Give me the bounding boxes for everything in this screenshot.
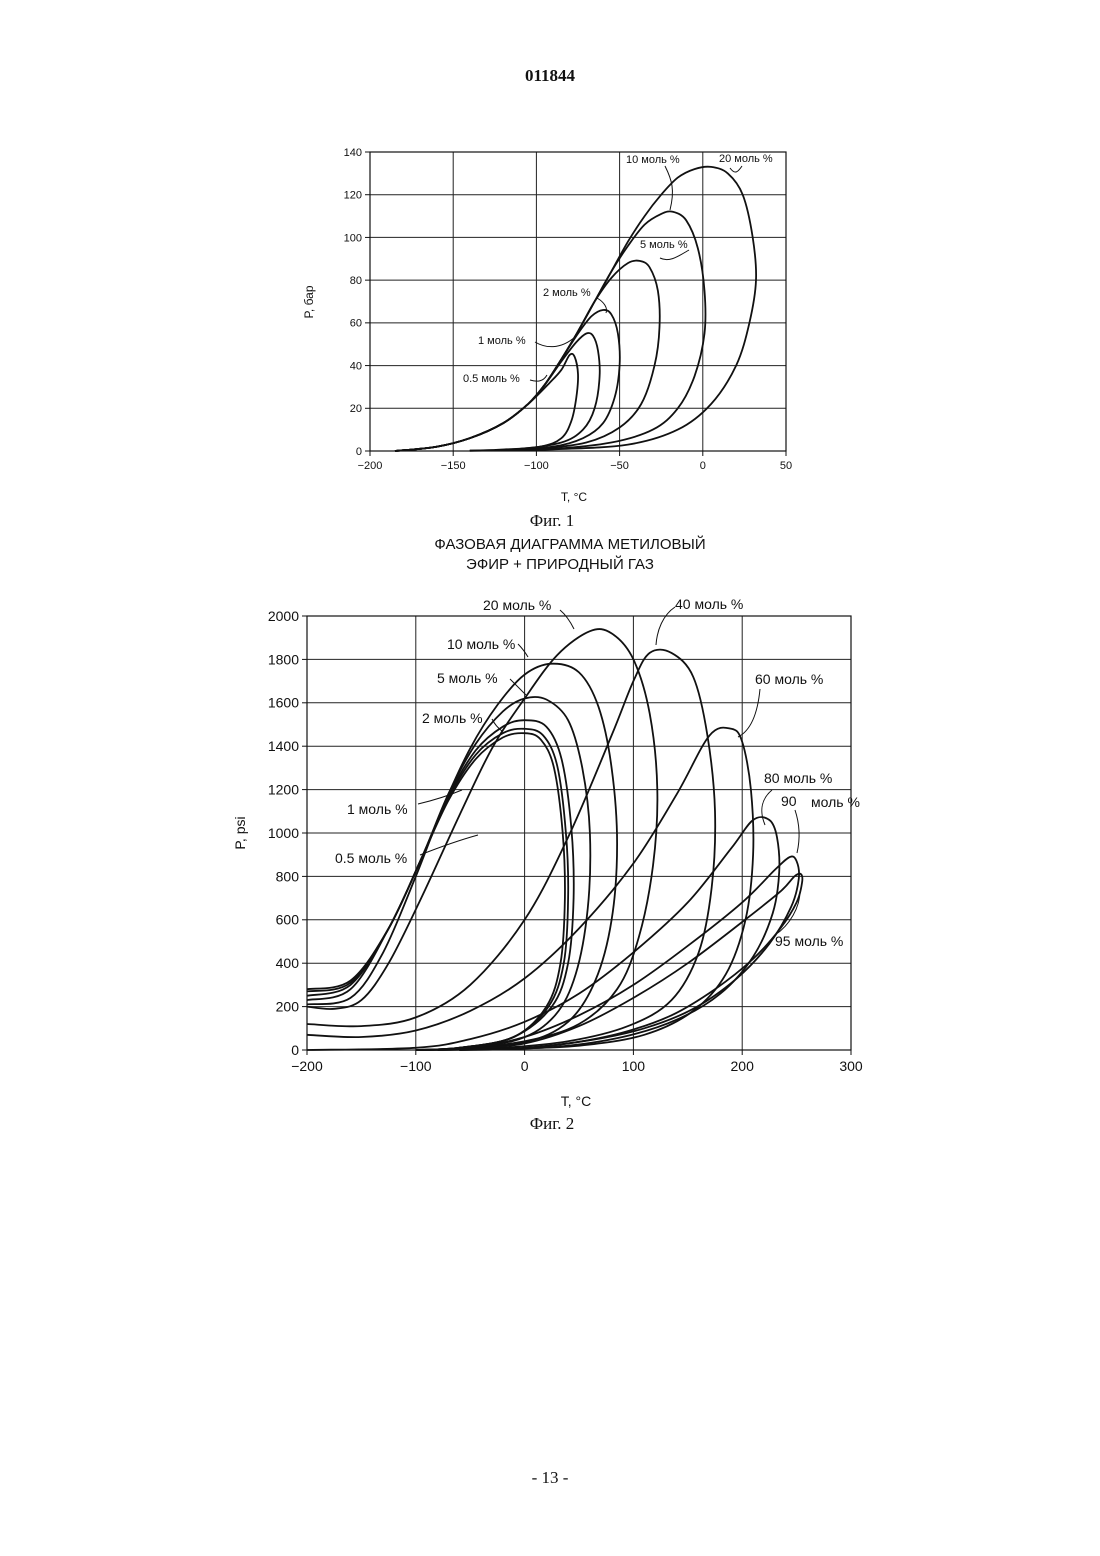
fig2-y-tick-label: 2000 — [268, 608, 299, 624]
fig2-series-line-1 — [307, 733, 565, 1050]
fig2-x-tick-label: 0 — [521, 1058, 529, 1074]
fig2-annotation-90-unit: моль % — [811, 794, 860, 810]
fig1-y-tick-label: 20 — [350, 403, 362, 415]
fig2-annotation-60: 60 моль % — [755, 671, 823, 687]
fig2-annotation-80: 80 моль % — [764, 770, 832, 786]
fig1-ticks: −200 −150 −100 −50 0 50 0 20 40 60 80 100 120 140 — [344, 147, 792, 472]
fig2-annotation-40: 40 моль % — [675, 596, 743, 612]
fig2-x-axis-label: T, °C — [561, 1093, 592, 1109]
fig1-axis-frame — [370, 152, 786, 451]
fig2-y-tick-label: 1200 — [268, 782, 299, 798]
fig1-series-line-1 — [395, 354, 578, 451]
fig2-y-axis-label: P, psi — [232, 816, 248, 849]
figure-2-chart: −200 −100 0 100 200 300 0 200 400 600 800 1000 1200 1… — [0, 585, 1100, 1115]
fig1-y-tick-label: 40 — [350, 360, 362, 372]
fig1-annotation-1: 1 моль % — [478, 335, 526, 347]
fig1-annotation-20: 20 моль % — [719, 153, 773, 165]
fig2-series-line-8 — [307, 728, 753, 1050]
fig1-x-axis-label: T, °C — [561, 490, 587, 504]
fig2-series-line-6 — [307, 629, 657, 1050]
fig1-gridlines — [370, 152, 786, 451]
fig1-x-tick-label: −150 — [441, 460, 466, 472]
fig2-y-tick-label: 1000 — [268, 825, 299, 841]
fig1-annotation-0-5: 0.5 моль % — [463, 373, 520, 385]
fig1-plot-frame — [370, 152, 786, 451]
fig1-x-tick-label: −100 — [524, 460, 549, 472]
fig2-y-tick-label: 600 — [276, 912, 300, 928]
page-number: - 13 - — [0, 1468, 1100, 1488]
fig1-x-tick-label: 50 — [780, 460, 792, 472]
figure-1-chart: −200 −150 −100 −50 0 50 0 20 40 60 80 100 120 140 P, … — [0, 130, 1100, 510]
fig1-annotation-10: 10 моль % — [626, 154, 680, 166]
fig2-y-tick-label: 0 — [291, 1042, 299, 1058]
fig2-series-line-2 — [307, 729, 568, 1050]
fig1-y-tick-label: 120 — [344, 190, 362, 202]
fig1-x-tick-label: −50 — [610, 460, 629, 472]
figure-1-caption: Фиг. 1 — [2, 511, 1100, 531]
fig1-series-line-2 — [395, 333, 600, 451]
figure-2-caption: Фиг. 2 — [2, 1114, 1100, 1134]
fig1-x-tick-label: 0 — [700, 460, 706, 472]
fig2-y-tick-label: 400 — [276, 955, 300, 971]
figure-2-title-line-2: ЭФИР + ПРИРОДНЫЙ ГАЗ — [10, 555, 1100, 575]
fig2-series-line-10 — [416, 856, 799, 1050]
fig2-annotation-10: 10 моль % — [447, 636, 515, 652]
fig1-y-tick-label: 100 — [344, 232, 362, 244]
fig1-annotation-2: 2 моль % — [543, 287, 591, 299]
fig2-x-tick-label: −200 — [291, 1058, 323, 1074]
fig2-curves — [307, 629, 802, 1050]
fig2-y-tick-label: 800 — [276, 868, 300, 884]
fig1-y-tick-label: 140 — [344, 147, 362, 159]
figure-2-title-line-1: ФАЗОВАЯ ДИАГРАММА МЕТИЛОВЫЙ — [20, 535, 1100, 555]
fig2-x-tick-label: 300 — [839, 1058, 863, 1074]
fig2-y-tick-label: 1800 — [268, 651, 299, 667]
fig2-annotation-2: 2 моль % — [422, 710, 483, 726]
fig2-x-tick-label: −100 — [400, 1058, 432, 1074]
fig2-annotation-1: 1 моль % — [347, 801, 408, 817]
fig2-x-tick-label: 100 — [622, 1058, 646, 1074]
fig2-x-tick-label: 200 — [731, 1058, 755, 1074]
fig1-y-tick-label: 60 — [350, 318, 362, 330]
fig2-annotation-95: 95 моль % — [775, 933, 843, 949]
fig2-annotation-0-5: 0.5 моль % — [335, 850, 407, 866]
fig2-annotation-20: 20 моль % — [483, 597, 551, 613]
fig1-y-tick-label: 80 — [350, 275, 362, 287]
fig1-annotation-5: 5 моль % — [640, 239, 688, 251]
document-number: 011844 — [0, 66, 1100, 86]
fig2-annotation-90: 90 — [781, 793, 797, 809]
fig2-y-tick-label: 1400 — [268, 738, 299, 754]
fig1-y-axis-label: P, бар — [302, 285, 316, 318]
fig1-x-tick-label: −200 — [358, 460, 383, 472]
fig2-annotation-5: 5 моль % — [437, 670, 498, 686]
fig1-y-tick-label: 0 — [356, 446, 362, 458]
fig2-y-tick-label: 1600 — [268, 695, 299, 711]
fig2-y-tick-label: 200 — [276, 999, 300, 1015]
fig1-leader-lines — [530, 166, 742, 381]
